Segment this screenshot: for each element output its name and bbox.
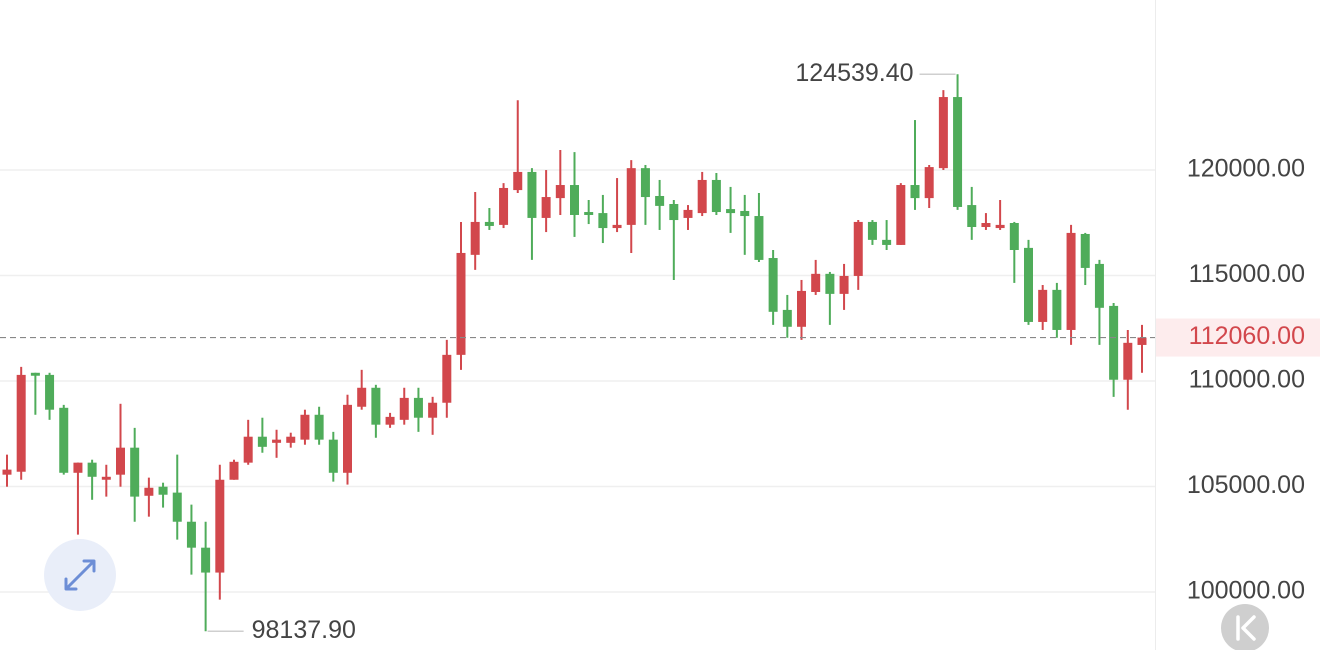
candle-body	[16, 374, 26, 472]
candle-body	[1038, 289, 1048, 322]
current-price-tag	[1156, 318, 1320, 357]
candle-body	[328, 439, 338, 473]
candle-body	[272, 439, 282, 443]
candle-body	[300, 414, 310, 440]
candle-body	[797, 290, 806, 327]
candle-body	[981, 222, 991, 228]
candle-body	[669, 204, 679, 221]
candle-body	[953, 97, 963, 207]
candle-body	[314, 414, 324, 440]
candle-body	[499, 187, 509, 225]
candle-body	[371, 387, 381, 425]
candle-body	[343, 404, 352, 473]
candle-body	[938, 97, 948, 169]
candle-body	[257, 436, 267, 447]
candle-body	[541, 197, 551, 218]
candle-body	[896, 185, 906, 245]
candle-body	[243, 436, 253, 463]
candle-body	[428, 402, 438, 418]
candle-body	[101, 476, 111, 480]
candle-body	[612, 224, 622, 229]
candle-body	[626, 168, 636, 225]
candle-body	[853, 221, 863, 276]
candle-body	[286, 436, 296, 443]
candle-body	[229, 461, 239, 480]
candle-body	[726, 209, 736, 214]
candle-body	[513, 171, 523, 191]
candle-body	[740, 210, 750, 217]
candle-body	[811, 273, 821, 292]
candle-body	[357, 387, 367, 407]
candle-body	[1052, 289, 1062, 330]
candle-body	[825, 273, 835, 294]
candle-body	[754, 216, 764, 260]
candle-body	[399, 397, 409, 420]
candle-body	[73, 462, 83, 473]
y-tick-label: 100000.00	[1187, 577, 1305, 605]
candle-body	[1066, 232, 1076, 330]
candle-body	[484, 221, 494, 226]
candle-body	[527, 171, 537, 218]
candle-body	[598, 213, 608, 229]
candle-body	[144, 487, 154, 496]
candle-body	[413, 397, 423, 418]
candle-body	[442, 354, 452, 403]
candle-body	[201, 547, 211, 573]
candle-body	[158, 486, 168, 495]
candle-body	[697, 179, 707, 214]
candle-body	[1137, 337, 1147, 345]
candle-body	[555, 185, 565, 199]
candle-body	[839, 275, 849, 294]
candle-body	[1080, 233, 1090, 268]
candle-body	[882, 239, 892, 245]
candle-body	[2, 469, 12, 475]
candle-body	[910, 185, 920, 199]
candles	[2, 74, 1147, 632]
candle-body	[782, 309, 792, 327]
candle-body	[867, 221, 877, 240]
y-tick-label: 120000.00	[1187, 155, 1305, 183]
candle-body	[470, 221, 480, 255]
candle-body	[570, 185, 579, 215]
candle-body	[711, 179, 721, 213]
expand-button[interactable]	[44, 539, 116, 611]
candle-body	[1009, 222, 1019, 250]
candle-body	[995, 224, 1005, 229]
expand-icon	[64, 559, 96, 591]
candle-body	[172, 492, 182, 522]
candle-body	[456, 252, 466, 355]
current-price-label: 112060.00	[1189, 322, 1305, 350]
candle-body	[1123, 342, 1133, 380]
candle-body	[683, 209, 693, 218]
y-tick-label: 105000.00	[1187, 471, 1305, 499]
candle-body	[924, 167, 934, 199]
candle-body	[768, 258, 778, 312]
y-tick-label: 110000.00	[1189, 366, 1305, 394]
candle-body	[215, 479, 225, 573]
candle-body	[116, 447, 125, 475]
candle-body	[186, 521, 196, 548]
candle-body	[385, 416, 395, 425]
grid	[0, 169, 1155, 593]
candle-body	[130, 447, 140, 497]
collapse-button[interactable]	[1221, 604, 1269, 650]
annotation-label: 98137.90	[252, 616, 356, 644]
candle-body	[45, 374, 55, 410]
overlay: 124539.40 98137.90 112060.00	[0, 59, 1320, 644]
candle-body	[1109, 305, 1119, 380]
candle-body	[967, 205, 977, 228]
collapse-icon	[1236, 615, 1256, 641]
y-tick-label: 115000.00	[1189, 260, 1305, 288]
candle-body	[584, 212, 594, 215]
candle-body	[87, 462, 97, 477]
candle-body	[640, 168, 650, 198]
candle-body	[30, 372, 40, 376]
candle-body	[1024, 247, 1033, 322]
candle-body	[59, 407, 69, 473]
annotation-label: 124539.40	[795, 59, 913, 87]
candle-body	[1094, 263, 1104, 308]
candle-body	[655, 195, 665, 206]
